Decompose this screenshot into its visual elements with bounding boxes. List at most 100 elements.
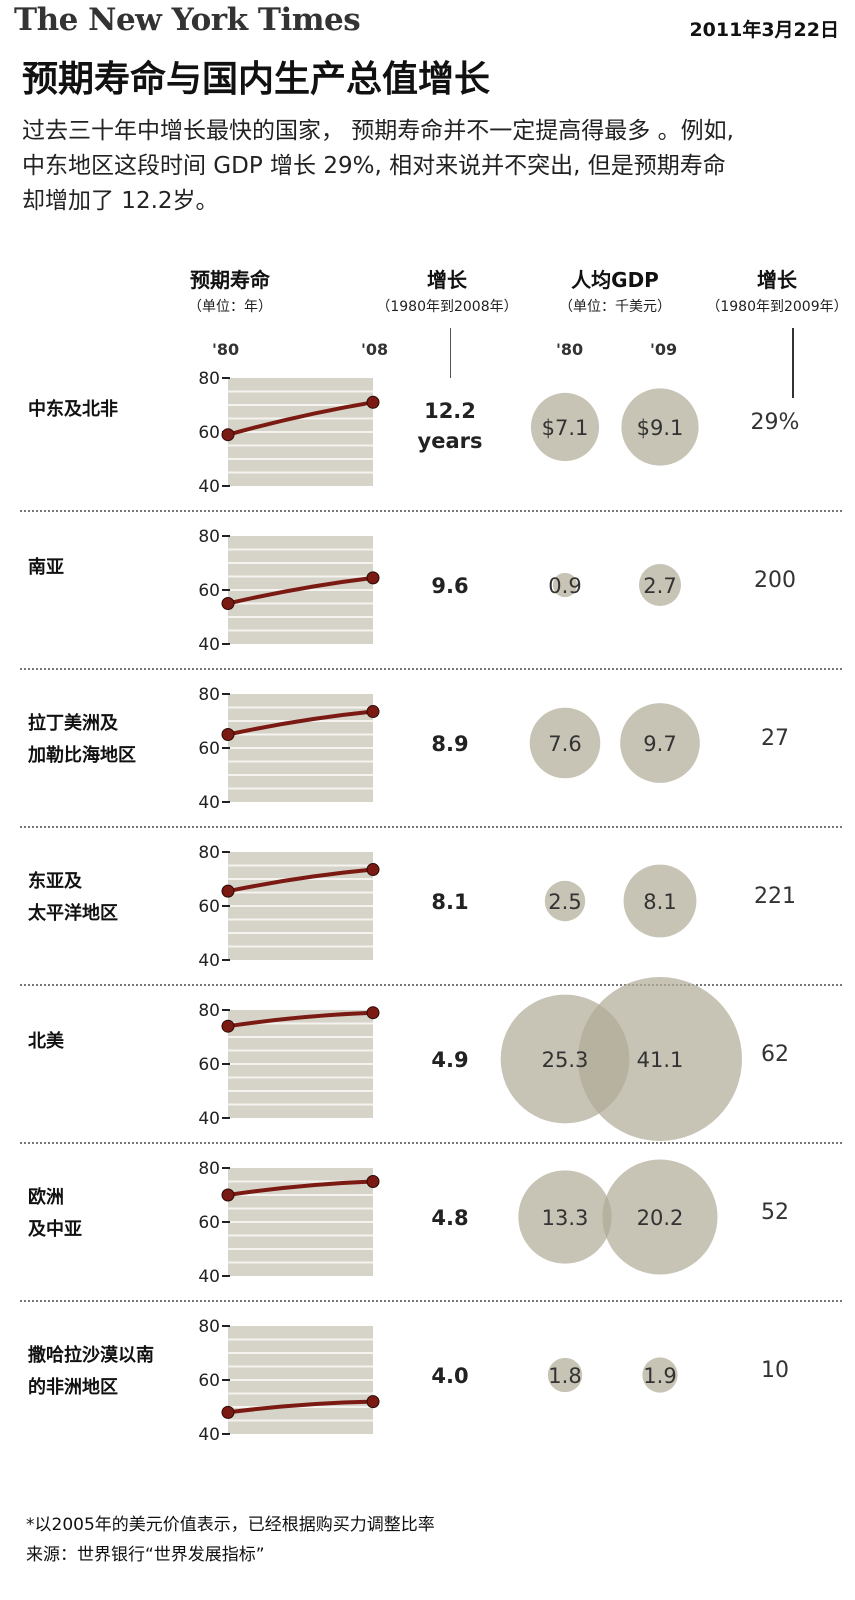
gdp-label-2009: $9.1 (637, 416, 684, 440)
life-growth-value: 4.8 (395, 1203, 505, 1233)
y-tick-label: 40 (198, 1425, 220, 1442)
intro-text: 过去三十年中增长最快的国家， 预期寿命并不一定提高得最多 。例如, 中东地区这段… (22, 114, 822, 219)
gdp-start-year-label: '80 (556, 340, 584, 359)
intro-line: 却增加了 12.2岁。 (22, 188, 219, 214)
life-growth-number: 9.6 (431, 574, 469, 598)
y-tick-label: 40 (198, 1267, 220, 1284)
gdp-bubble-2009 (642, 1357, 678, 1393)
gdp-bubble-1980 (530, 392, 600, 462)
region-row: 欧洲 及中亚 40 60 80 4.8 13.3 20.2 52 (0, 1159, 855, 1320)
life-expectancy-header: 预期寿命 （单位：年） (170, 264, 290, 316)
life-expectancy-point-2008 (366, 863, 380, 877)
life-expectancy-title: 预期寿命 (190, 268, 270, 292)
life-expectancy-line (226, 1179, 375, 1197)
gdp-bubble-2009 (623, 864, 697, 938)
life-growth-leader (450, 328, 451, 378)
y-tick-label: 60 (198, 1055, 220, 1075)
gdp-label-2009: 1.9 (643, 1364, 676, 1388)
region-label-line: 太平洋地区 (28, 903, 118, 924)
y-tick-label: 60 (198, 1213, 220, 1233)
y-tick-label: 60 (198, 581, 220, 601)
region-label: 北美 (28, 1026, 64, 1058)
gdp-growth-value: 27 (761, 726, 789, 751)
region-label-line: 东亚及 (28, 871, 82, 892)
y-tick-label: 80 (198, 686, 220, 705)
y-tick-label: 40 (198, 635, 220, 652)
life-growth-number: 8.9 (431, 732, 469, 756)
life-expectancy-point-1980 (221, 1019, 235, 1033)
y-tick-label: 80 (198, 370, 220, 389)
life-growth-period: （1980年到2008年） (376, 299, 518, 315)
life-growth-unit: years (417, 429, 483, 453)
y-tick-label: 40 (198, 951, 220, 968)
intro-line: 过去三十年中增长最快的国家， 预期寿命并不一定提高得最多 。例如, (22, 118, 734, 144)
life-growth-value: 4.9 (395, 1045, 505, 1075)
life-growth-number: 8.1 (431, 890, 469, 914)
life-expectancy-point-1980 (221, 884, 235, 898)
masthead: The New York Times (14, 2, 361, 38)
life-expectancy-line (226, 575, 375, 606)
y-tick-label: 40 (198, 793, 220, 810)
gdp-bubble-2009 (621, 388, 699, 466)
row-divider (20, 1142, 842, 1144)
life-growth-value: 9.6 (395, 571, 505, 601)
region-row: 撒哈拉沙漠以南 的非洲地区 40 60 80 4.0 1.8 1.9 10 (0, 1318, 855, 1478)
gdp-bubble-2009 (638, 563, 682, 607)
gdp-growth-title: 增长 (757, 268, 797, 292)
life-expectancy-point-2008 (366, 395, 380, 409)
row-divider (20, 510, 842, 512)
row-divider (20, 984, 842, 986)
region-label: 拉丁美洲及 加勒比海地区 (28, 708, 136, 772)
life-growth-header: 增长 （1980年到2008年） (372, 264, 522, 316)
region-label: 撒哈拉沙漠以南 的非洲地区 (28, 1340, 154, 1404)
life-expectancy-point-1980 (221, 1405, 235, 1419)
intro-line: 中东地区这段时间 GDP 增长 29%, 相对来说并不突出, 但是预期寿命 (22, 153, 726, 179)
footnote-source: 来源：世界银行“世界发展指标” (26, 1545, 265, 1565)
row-divider (20, 668, 842, 670)
y-tick-label: 60 (198, 423, 220, 443)
y-tick-label: 60 (198, 739, 220, 759)
life-expectancy-sparkline: 40 60 80 (198, 370, 380, 494)
y-tick-label: 80 (198, 1160, 220, 1179)
gdp-label-1980: 7.6 (548, 732, 581, 756)
gdp-label-1980: $7.1 (542, 416, 589, 440)
life-start-year-label: '80 (212, 340, 240, 359)
y-tick-label: 80 (198, 1002, 220, 1021)
life-growth-value: 8.9 (395, 729, 505, 759)
life-expectancy-point-1980 (221, 728, 235, 741)
life-expectancy-line (226, 867, 375, 894)
gdp-unit: （单位：千美元） (559, 299, 671, 315)
gdp-label-1980: 2.5 (548, 890, 581, 914)
region-row: 东亚及 太平洋地区 40 60 80 8.1 2.5 8.1 221 (0, 844, 855, 1004)
gdp-label-1980: 1.8 (548, 1364, 581, 1388)
life-expectancy-point-2008 (366, 1006, 380, 1020)
y-tick-label: 60 (198, 897, 220, 917)
life-expectancy-sparkline: 40 60 80 (198, 528, 380, 652)
region-label-line: 中东及北非 (28, 399, 118, 420)
gdp-bubbles: 25.3 41.1 (500, 977, 742, 1141)
gdp-growth-value: 29% (750, 410, 800, 435)
gdp-growth-leader (792, 328, 794, 398)
region-label: 南亚 (28, 552, 64, 584)
gdp-bubbles: 7.6 9.7 (529, 703, 700, 783)
y-tick-label: 80 (198, 844, 220, 863)
gdp-bubble-2009 (602, 1159, 718, 1275)
gdp-growth-header: 增长 （1980年到2009年） (702, 264, 852, 316)
gdp-growth-period: （1980年到2009年） (706, 299, 848, 315)
gdp-bubbles: 0.9 2.7 (548, 563, 682, 607)
life-expectancy-point-1980 (221, 428, 235, 442)
life-expectancy-point-1980 (221, 597, 235, 610)
gdp-growth-value: 200 (754, 568, 796, 593)
life-growth-value: 12.2 years (395, 396, 505, 456)
region-label: 东亚及 太平洋地区 (28, 866, 118, 930)
gdp-bubble-1980 (544, 880, 586, 922)
row-divider (20, 1300, 842, 1302)
gdp-label-2009: 41.1 (637, 1048, 684, 1072)
life-expectancy-sparkline: 40 60 80 (198, 1002, 380, 1126)
region-label-line: 欧洲 (28, 1187, 64, 1208)
life-growth-value: 4.0 (395, 1361, 505, 1391)
gdp-bubble-1980 (547, 1357, 583, 1393)
region-label-line: 南亚 (28, 557, 64, 578)
life-expectancy-point-2008 (366, 705, 380, 719)
